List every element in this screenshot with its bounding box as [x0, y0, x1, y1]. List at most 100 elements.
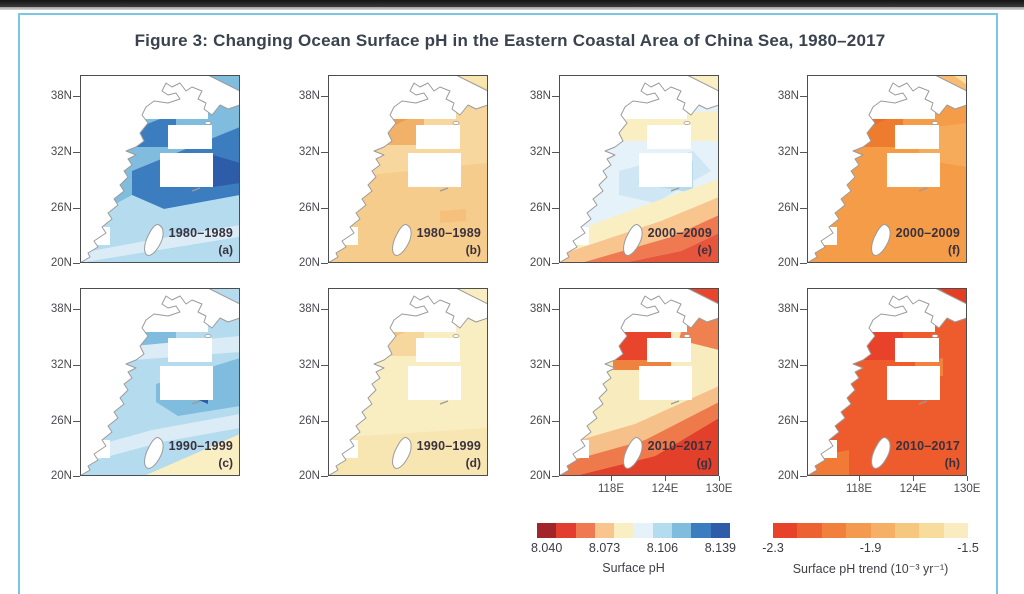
lat-tick-mark — [800, 309, 807, 310]
lat-tick-mark — [552, 263, 559, 264]
lat-tick-mark — [73, 421, 80, 422]
lat-tick-label: 26N — [529, 202, 551, 214]
ph-colorbar: 8.040 8.073 8.106 8.139 Surface pH — [531, 523, 736, 575]
map-panel-g: 38N 32N 26N 20N 118E 124E 130E 2010–2017 (g) — [530, 288, 732, 495]
map-panel-d: 38N 32N 26N 20N 1990–1999 (d) — [299, 288, 488, 482]
ph-colorbar-swatches — [537, 523, 730, 538]
trend-colorbar-label: Surface pH trend (10⁻³ yr⁻¹) — [792, 562, 949, 576]
lon-tick-mark — [611, 476, 612, 481]
lat-tick-mark — [552, 421, 559, 422]
panel-letter: (e) — [697, 243, 712, 257]
map-canvas-f — [807, 75, 967, 263]
colorbar-tick-label: 8.040 — [531, 541, 563, 555]
panel-period-label: 1990–1999 — [168, 439, 233, 453]
colorbar-segment — [633, 523, 653, 538]
lat-tick-label: 26N — [777, 415, 799, 427]
lat-tick-label: 32N — [777, 359, 799, 371]
lat-tick-mark — [800, 476, 807, 477]
lat-tick-mark — [73, 96, 80, 97]
map-canvas-c — [80, 288, 240, 476]
window-title-bar-edge — [0, 7, 1024, 10]
map-panel-b: 38N 32N 26N 20N 1980–1989 (b) — [299, 75, 488, 269]
lat-tick-label: 20N — [50, 257, 72, 269]
lon-tick-label: 118E — [845, 483, 872, 495]
colorbar-segment — [672, 523, 692, 538]
colorbar-segment — [652, 523, 673, 538]
lat-tick-label: 26N — [298, 202, 320, 214]
panel-period-label: 1980–1989 — [416, 226, 481, 240]
lon-tick-mark — [913, 476, 914, 481]
colorbar-segment — [556, 523, 576, 538]
lat-tick-mark — [321, 421, 328, 422]
colorbar-segment — [919, 523, 944, 538]
taiwan-island — [623, 437, 643, 469]
map-canvas-g — [559, 288, 719, 476]
lat-tick-label: 20N — [50, 470, 72, 482]
trend-colorbar-swatches — [773, 523, 968, 538]
colorbar-segment — [894, 523, 920, 538]
lat-tick-mark — [73, 263, 80, 264]
colorbar-segment — [846, 523, 871, 538]
lat-tick-label: 26N — [50, 415, 72, 427]
panel-letter: (d) — [465, 456, 481, 470]
trend-colorbar: -2.3 -1.9 -1.5 Surface pH trend (10⁻³ yr⁻¹… — [762, 523, 979, 576]
lat-tick-mark — [552, 476, 559, 477]
lat-tick-mark — [73, 309, 80, 310]
lon-tick-label: 130E — [705, 483, 733, 495]
panel-period-label: 1980–1989 — [168, 226, 233, 240]
lat-tick-mark — [552, 152, 559, 153]
coastline-landmass — [559, 75, 719, 263]
lat-tick-mark — [552, 365, 559, 366]
colorbar-tick-label: 8.106 — [646, 541, 679, 555]
colorbar-segment — [773, 523, 798, 538]
lat-tick-label: 20N — [529, 470, 551, 482]
lat-tick-mark — [73, 476, 80, 477]
figure-caption: Figure 3: Changing Ocean Surface pH in t… — [134, 31, 886, 50]
lat-tick-label: 38N — [777, 90, 799, 102]
lat-tick-label: 38N — [298, 303, 320, 315]
panel-period-label: 2000–2009 — [895, 226, 960, 240]
lat-tick-mark — [800, 263, 807, 264]
lon-tick-label: 124E — [899, 483, 927, 495]
lat-tick-mark — [321, 96, 328, 97]
coastline-landmass — [807, 288, 967, 476]
lat-tick-label: 38N — [50, 90, 72, 102]
lat-tick-mark — [321, 208, 328, 209]
lat-tick-label: 26N — [777, 202, 799, 214]
taiwan-island — [144, 224, 164, 256]
colorbar-segment — [537, 523, 557, 538]
map-canvas-h — [807, 288, 967, 476]
lat-tick-label: 20N — [777, 257, 799, 269]
ph-colorbar-label: Surface pH — [602, 561, 665, 575]
lon-tick-label: 124E — [651, 483, 679, 495]
taiwan-island — [392, 224, 412, 256]
map-canvas-b — [328, 75, 488, 263]
lat-tick-label: 38N — [298, 90, 320, 102]
coastline-landmass — [328, 75, 488, 263]
panel-period-label: 2010–2017 — [647, 439, 712, 453]
colorbar-segment — [691, 523, 711, 538]
lat-tick-label: 32N — [298, 359, 320, 371]
map-panel-f: 38N 32N 26N 20N 2000–2009 (f) — [778, 75, 967, 269]
lat-tick-label: 38N — [529, 303, 551, 315]
trend-colorbar-ticks: -2.3 -1.9 -1.5 — [762, 541, 979, 558]
coastline-landmass — [80, 75, 240, 263]
coastline-landmass — [80, 288, 240, 476]
colorbar-segment — [614, 523, 634, 538]
colorbar-segment — [575, 523, 595, 538]
lat-tick-label: 20N — [298, 257, 320, 269]
lat-tick-mark — [800, 96, 807, 97]
lat-tick-label: 26N — [298, 415, 320, 427]
lon-tick-mark — [719, 476, 720, 481]
lat-tick-label: 32N — [50, 146, 72, 158]
coastline-landmass — [807, 75, 967, 263]
colorbar-segment — [943, 523, 968, 538]
lat-tick-mark — [321, 263, 328, 264]
lat-tick-label: 32N — [50, 359, 72, 371]
lat-tick-mark — [800, 208, 807, 209]
lon-tick-mark — [859, 476, 860, 481]
taiwan-island — [871, 437, 891, 469]
map-panel-c: 38N 32N 26N 20N 1990–1999 (c) — [51, 288, 240, 482]
map-canvas-a — [80, 75, 240, 263]
